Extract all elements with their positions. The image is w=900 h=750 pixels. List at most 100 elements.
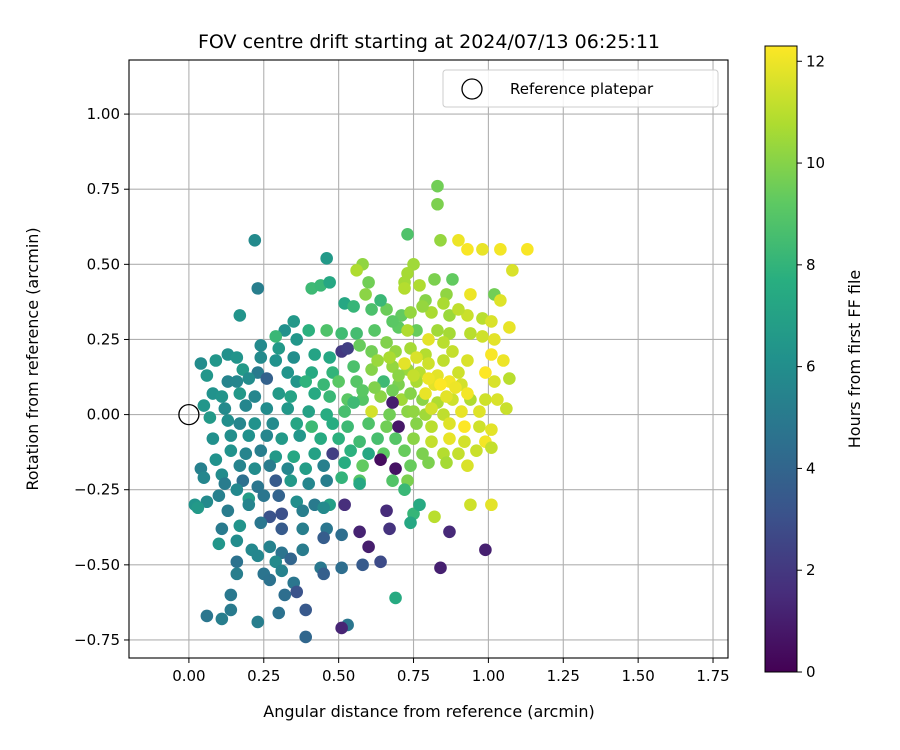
scatter-point <box>269 354 283 367</box>
scatter-point <box>320 408 333 421</box>
scatter-point <box>257 489 271 503</box>
colorbar-tick-label: 2 <box>806 561 816 579</box>
scatter-point <box>371 354 384 367</box>
scatter-point <box>452 234 465 247</box>
scatter-point <box>362 276 375 289</box>
scatter-point <box>347 396 360 409</box>
scatter-point <box>458 420 471 433</box>
scatter-point <box>383 408 396 421</box>
scatter-point <box>404 342 417 355</box>
scatter-point <box>224 444 238 457</box>
scatter-point <box>260 429 274 442</box>
scatter-point <box>347 360 360 373</box>
scatter-point <box>434 234 447 247</box>
scatter-point <box>320 252 333 265</box>
scatter-point <box>494 294 507 307</box>
scatter-point <box>413 498 426 512</box>
y-axis-ticks: −0.75 −0.50 −0.25 0.00 0.25 0.50 0.75 1.00 <box>74 105 129 649</box>
scatter-point <box>299 375 313 388</box>
scatter-point <box>341 342 354 355</box>
scatter-point <box>380 420 393 433</box>
scatter-point <box>302 405 316 418</box>
scatter-point <box>371 432 384 445</box>
colorbar-tick-label: 6 <box>806 358 816 376</box>
scatter-point <box>335 528 348 542</box>
x-tick-label: 1.50 <box>621 667 654 685</box>
scatter-point <box>230 567 244 581</box>
scatter-point <box>461 387 474 400</box>
colorbar-label: Hours from first FF file <box>845 270 864 449</box>
scatter-point <box>260 402 274 415</box>
scatter-point <box>470 444 483 457</box>
scatter-point <box>221 414 235 427</box>
scatter-point <box>305 420 318 433</box>
scatter-point <box>476 330 489 343</box>
scatter-point <box>317 378 330 391</box>
scatter-point <box>425 306 438 319</box>
scatter-point <box>308 447 321 460</box>
scatter-point <box>407 369 420 382</box>
scatter-point <box>194 357 208 370</box>
scatter-point <box>440 390 453 403</box>
scatter-point <box>410 324 423 337</box>
scatter-point <box>341 420 354 433</box>
scatter-point <box>476 243 489 256</box>
legend-marker-icon <box>461 78 483 100</box>
scatter-point <box>215 390 229 403</box>
scatter-point <box>437 354 450 367</box>
scatter-point <box>299 630 313 644</box>
scatter-point <box>464 288 477 301</box>
scatter-point <box>296 504 310 518</box>
scatter-point <box>305 366 318 379</box>
scatter-point <box>353 477 366 491</box>
scatter-point <box>491 393 504 406</box>
scatter-point <box>374 555 387 569</box>
scatter-point <box>233 309 247 322</box>
scatter-point <box>332 375 345 388</box>
scatter-point <box>197 399 211 412</box>
scatter-point <box>272 342 286 355</box>
scatter-point <box>473 405 486 418</box>
scatter-point <box>275 564 289 578</box>
scatter-point <box>422 333 435 346</box>
scatter-point <box>479 366 492 379</box>
scatter-point <box>209 354 223 367</box>
scatter-point <box>455 405 468 418</box>
scatter-point <box>269 555 283 569</box>
colorbar <box>764 45 798 673</box>
scatter-point <box>284 390 298 403</box>
scatter-point <box>242 498 256 512</box>
scatter-point <box>443 327 456 340</box>
scatter-point <box>440 456 453 469</box>
scatter-point <box>461 243 474 256</box>
scatter-point <box>368 381 381 394</box>
scatter-point <box>263 459 277 472</box>
scatter-point <box>275 432 289 445</box>
scatter-point <box>218 402 232 415</box>
scatter-point <box>317 501 330 515</box>
scatter-point <box>284 474 298 488</box>
x-axis-label: Angular distance from reference (arcmin) <box>263 702 594 721</box>
scatter-point <box>293 429 307 442</box>
scatter-point <box>473 420 486 433</box>
scatter-point <box>464 498 477 512</box>
scatter-point <box>365 363 378 376</box>
scatter-point <box>290 375 304 388</box>
scatter-point <box>272 606 286 620</box>
scatter-point <box>443 432 456 445</box>
scatter-point <box>464 327 477 340</box>
scatter-point <box>224 603 238 617</box>
scatter-point <box>254 516 268 530</box>
scatter-point <box>452 366 465 379</box>
scatter-point <box>485 441 498 454</box>
scatter-point <box>212 489 226 503</box>
scatter-point <box>221 504 235 518</box>
scatter-point <box>248 390 262 403</box>
scatter-point <box>320 324 333 337</box>
scatter-point <box>461 459 474 472</box>
scatter-point <box>203 411 217 424</box>
scatter-point <box>254 444 268 457</box>
scatter-point <box>380 504 393 518</box>
scatter-point <box>461 309 474 322</box>
